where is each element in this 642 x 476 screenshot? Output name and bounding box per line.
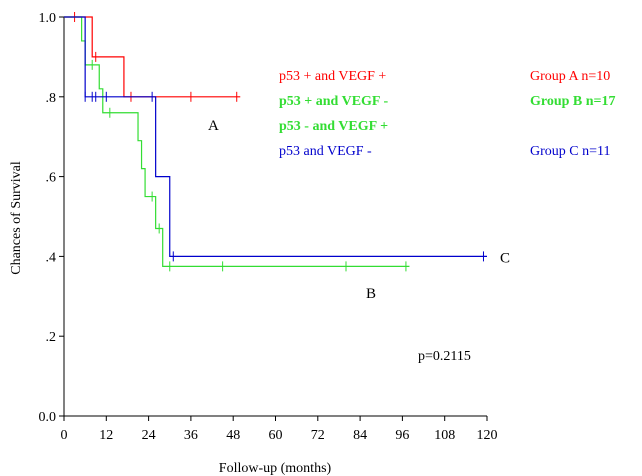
- series-layer: A B C: [64, 12, 510, 302]
- x-tick-label: 108: [434, 428, 455, 443]
- x-tick-label: 72: [311, 428, 325, 443]
- legend-entry: p53 + and VEGF -: [279, 94, 388, 109]
- series-b-end-label: B: [366, 286, 376, 302]
- x-tick-label: 48: [226, 428, 240, 443]
- x-tick-label: 120: [477, 428, 498, 443]
- x-tick-label: 0: [61, 428, 68, 443]
- series-a: A: [64, 12, 241, 134]
- y-axis-title: Chances of Survival: [9, 161, 24, 275]
- series-a-end-label: A: [208, 118, 219, 134]
- y-tick-label: 1.0: [39, 11, 57, 26]
- legend-group: Group C n=11: [530, 144, 611, 159]
- series-b: B: [64, 16, 410, 302]
- x-tick-label: 96: [395, 428, 409, 443]
- x-tick-label: 60: [269, 428, 283, 443]
- series-a-curve: [64, 16, 241, 98]
- axes: 0 12 24 36 48 60 72 84 96 108 120 0.0 .2 .4 .6 .8 1.0: [39, 11, 498, 443]
- series-c-end-label: C: [500, 250, 510, 266]
- y-tick-label: .8: [46, 91, 57, 106]
- legend-entry: p53 - and VEGF +: [279, 119, 388, 134]
- legend-entry: p53 and VEGF -: [279, 144, 372, 159]
- legend-group: Group A n=10: [530, 69, 610, 84]
- legend-group: Group B n=17: [530, 94, 616, 109]
- series-c: C: [64, 16, 510, 266]
- y-tick-label: .6: [46, 171, 57, 186]
- series-c-curve: [64, 16, 487, 257]
- series-b-curve: [64, 16, 410, 267]
- x-tick-label: 24: [142, 428, 156, 443]
- x-tick-label: 84: [353, 428, 367, 443]
- x-tick-label: 36: [184, 428, 198, 443]
- x-tick-label: 12: [99, 428, 113, 443]
- y-tick-label: 0.0: [39, 410, 57, 425]
- x-axis-title: Follow-up (months): [219, 461, 332, 476]
- legend: p53 + and VEGF + p53 + and VEGF - p53 - an…: [279, 69, 616, 159]
- legend-entry: p53 + and VEGF +: [279, 69, 386, 84]
- labels-layer: Follow-up (months) Chances of Survival p…: [9, 161, 471, 476]
- y-tick-label: .2: [46, 330, 57, 345]
- p-value-annotation: p=0.2115: [418, 349, 471, 364]
- y-tick-label: .4: [46, 250, 57, 265]
